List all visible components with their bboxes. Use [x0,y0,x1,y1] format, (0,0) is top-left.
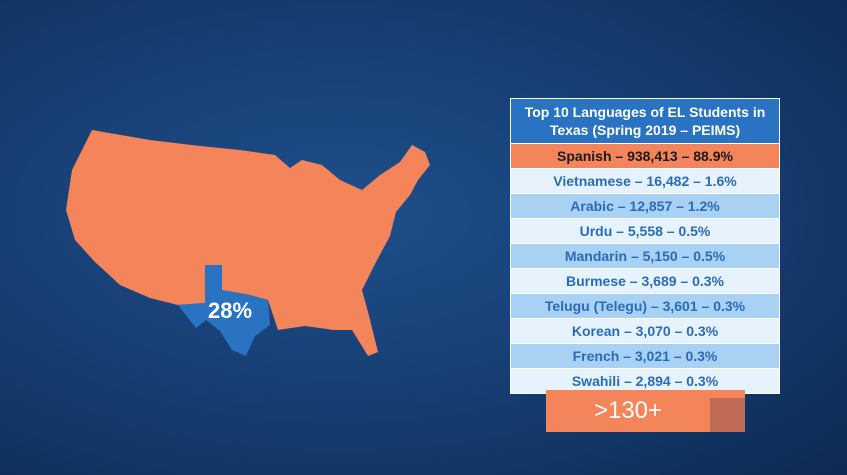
table-row: Mandarin – 5,150 – 0.5% [511,243,779,268]
table-row: Korean – 3,070 – 0.3% [511,318,779,343]
texas-share: 28% [208,298,252,323]
table-row: Vietnamese – 16,482 – 1.6% [511,168,779,193]
more-languages-label: >130+ [593,397,663,424]
more-languages: >130+ [546,390,745,432]
us-outline [66,130,430,356]
table-row: Telugu (Telegu) – 3,601 – 0.3% [511,293,779,318]
table-body: Spanish – 938,413 – 88.9% Vietnamese – 16… [511,143,779,393]
table-row: Swahili – 2,894 – 0.3% [511,368,779,393]
table-title: Top 10 Languages of EL Students in Texas… [511,99,779,143]
table-row: Arabic – 12,857 – 1.2% [511,193,779,218]
table-row: French – 3,021 – 0.3% [511,343,779,368]
language-table: Top 10 Languages of EL Students in Texas… [510,98,780,394]
accent-block [710,398,745,432]
texas [178,265,270,356]
table-row: Spanish – 938,413 – 88.9% [511,143,779,168]
table-row: Burmese – 3,689 – 0.3% [511,268,779,293]
table-row: Urdu – 5,558 – 0.5% [511,218,779,243]
